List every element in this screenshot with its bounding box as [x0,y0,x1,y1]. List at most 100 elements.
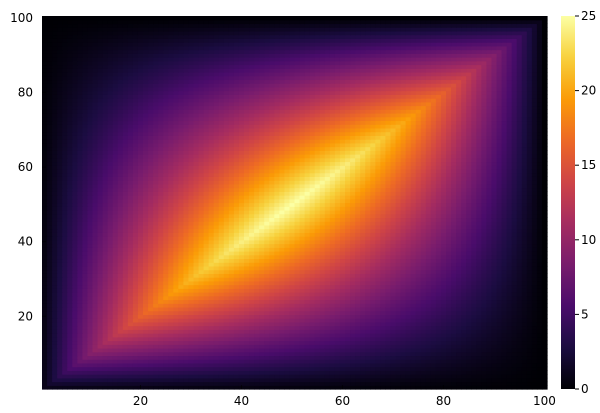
heatmap-cell [370,374,376,379]
heatmap-cell [72,377,78,383]
heatmap-cell [456,351,462,357]
heatmap-cell [309,292,316,297]
heatmap-cell [440,359,447,364]
heatmap-cell [208,239,215,245]
heatmap-cell [334,213,341,219]
heatmap-cell [77,329,83,334]
heatmap-cell [451,254,457,260]
heatmap-cell [345,333,351,338]
heatmap-cell [365,254,371,260]
heatmap-cell [259,299,265,304]
heatmap-cell [57,269,63,274]
heatmap-cell [385,243,392,248]
heatmap-cell [456,262,462,267]
heatmap-cell [218,247,225,252]
heatmap-cell [203,366,210,371]
heatmap-cell [360,221,366,226]
heatmap-cell [299,340,306,345]
heatmap-cell [314,209,321,215]
heatmap-cell [269,366,275,371]
heatmap-cell [238,228,245,233]
heatmap-cell [395,217,402,222]
heatmap-cell [456,321,462,327]
heatmap-cell [481,247,487,252]
heatmap-cell [42,221,48,226]
heatmap-cell [496,370,503,375]
heatmap-cell [249,209,255,215]
heatmap-cell [208,314,215,319]
heatmap-cell [486,288,493,293]
heatmap-cell [360,366,366,371]
heatmap-cell [102,206,109,211]
heatmap-cell [319,336,326,342]
heatmap-cell [173,336,179,342]
heatmap-cell [289,329,296,334]
heatmap-cell [536,310,543,315]
heatmap-cell [137,333,144,338]
heatmap-cell [521,254,528,260]
heatmap-cell [238,265,245,271]
heatmap-cell [158,318,164,323]
heatmap-cell [304,374,311,379]
heatmap-cell [491,236,498,241]
heatmap-cell [314,243,321,248]
heatmap-cell [244,209,250,215]
heatmap-cell [324,254,331,260]
heatmap-cell [410,359,417,364]
heatmap-cell [223,385,230,390]
heatmap-cell [435,221,442,226]
heatmap-cell [264,209,270,215]
heatmap-cell [264,351,270,357]
heatmap-cell [471,228,477,233]
heatmap-cell [375,329,381,334]
heatmap-cell [82,299,89,304]
heatmap-cell [355,265,361,271]
heatmap-cell [375,224,381,230]
heatmap-cell [521,243,528,248]
heatmap-cell [228,336,235,342]
heatmap-cell [137,213,144,219]
heatmap-cell [153,239,159,245]
heatmap-cell [107,247,114,252]
heatmap-cell [355,250,361,256]
heatmap-cell [345,273,351,278]
heatmap-cell [360,340,366,345]
heatmap-cell [491,254,498,260]
heatmap-cell [385,366,392,371]
heatmap-cell [410,273,417,278]
heatmap-cell [294,239,301,245]
heatmap-cell [430,250,437,256]
heatmap-cell [127,362,134,368]
heatmap-cell [117,377,124,383]
heatmap-cell [127,228,134,233]
heatmap-cell [395,262,402,267]
heatmap-cell [203,292,210,297]
heatmap-cell [309,374,316,379]
heatmap-cell [213,359,220,364]
heatmap-cell [466,370,472,375]
heatmap-cell [486,344,493,349]
heatmap-cell [173,247,179,252]
heatmap-cell [153,299,159,304]
heatmap-cell [536,247,543,252]
heatmap-cell [476,336,482,342]
heatmap-cell [259,250,265,256]
heatmap-cell [259,377,265,383]
heatmap-cell [168,336,174,342]
heatmap-cell [334,217,341,222]
heatmap-cell [233,273,240,278]
heatmap-cell [62,303,68,308]
heatmap-cell [511,321,518,327]
heatmap-cell [173,292,179,297]
heatmap-cell [158,321,164,327]
heatmap-cell [168,359,174,364]
heatmap-cell [304,236,311,241]
heatmap-cell [395,209,402,215]
heatmap-cell [400,269,407,274]
heatmap-cell [390,217,397,222]
heatmap-cell [259,325,265,330]
heatmap-cell [324,381,331,386]
heatmap-cell [309,213,316,219]
heatmap-cell [486,303,493,308]
heatmap-cell [451,258,457,263]
